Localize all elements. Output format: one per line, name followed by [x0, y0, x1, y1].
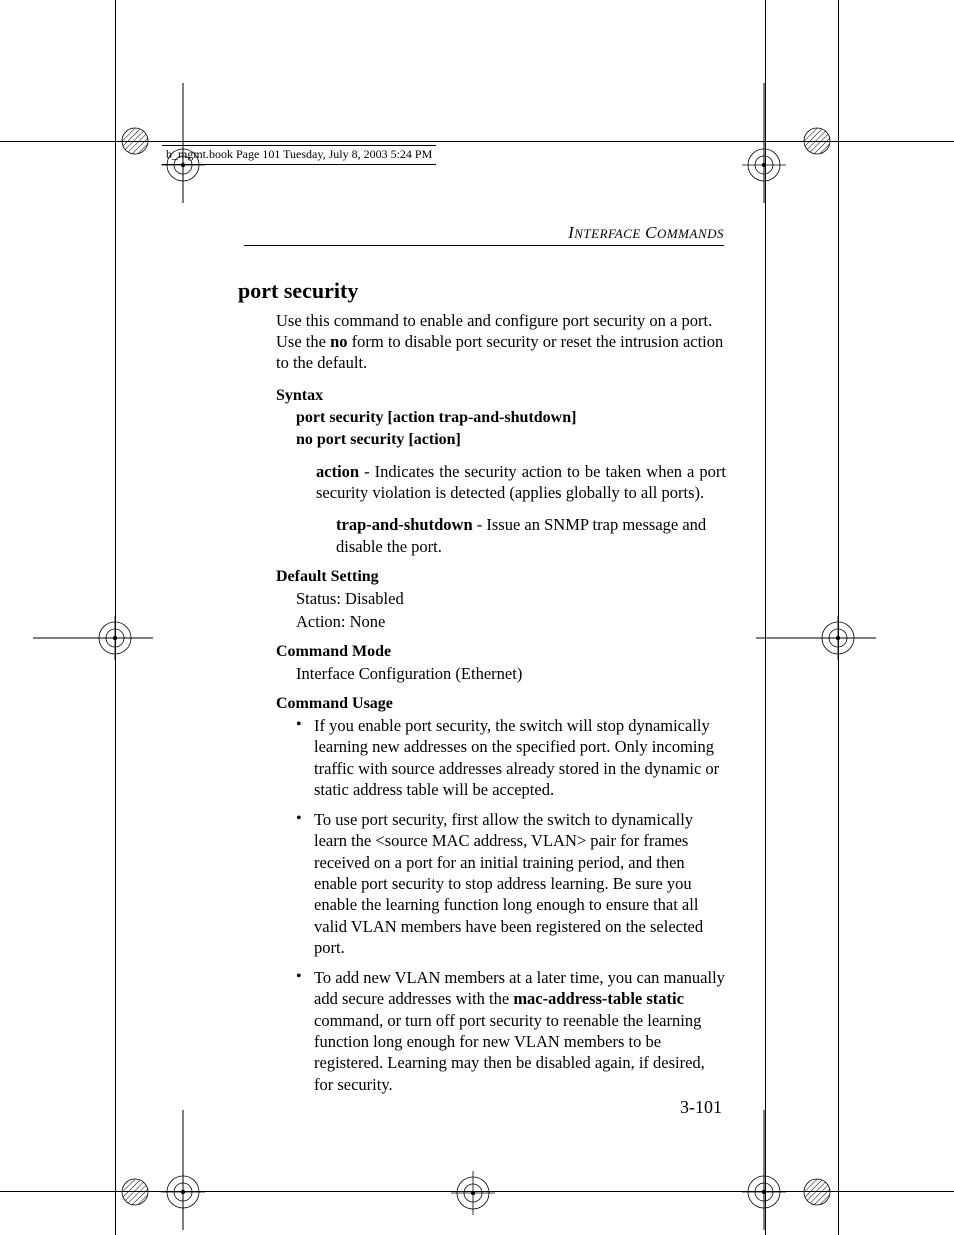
- page: b_mgmt.book Page 101 Tuesday, July 8, 20…: [0, 0, 954, 1235]
- command-usage-heading: Command Usage: [276, 695, 726, 713]
- param-action: action - Indicates the security action t…: [316, 461, 726, 505]
- usage-list: If you enable port security, the switch …: [296, 715, 726, 1095]
- command-title: port security: [238, 278, 726, 304]
- page-number: 3-101: [680, 1097, 722, 1118]
- usage-item: To add new VLAN members at a later time,…: [296, 967, 726, 1096]
- syntax-block: port security [action trap-and-shutdown]…: [296, 407, 726, 450]
- running-head: INTERFACE COMMANDS: [244, 223, 724, 243]
- corner-ornament-icon: [120, 1177, 150, 1207]
- registration-mark-icon: [742, 143, 786, 187]
- param-trap-and-shutdown: trap-and-shutdown - Issue an SNMP trap m…: [336, 514, 726, 558]
- command-mode-heading: Command Mode: [276, 643, 726, 661]
- registration-mark-icon: [161, 1170, 205, 1214]
- usage-item: If you enable port security, the switch …: [296, 715, 726, 801]
- print-slug: b_mgmt.book Page 101 Tuesday, July 8, 20…: [162, 145, 436, 165]
- registration-mark-icon: [742, 1170, 786, 1214]
- syntax-heading: Syntax: [276, 387, 726, 405]
- registration-mark-icon: [451, 1171, 495, 1215]
- intro-paragraph: Use this command to enable and configure…: [276, 310, 726, 373]
- syntax-line-1: port security [action trap-and-shutdown]: [296, 407, 726, 429]
- corner-ornament-icon: [802, 126, 832, 156]
- syntax-line-2: no port security [action]: [296, 429, 726, 451]
- usage-item: To use port security, first allow the sw…: [296, 809, 726, 959]
- default-action: Action: None: [296, 611, 726, 633]
- command-mode-value: Interface Configuration (Ethernet): [296, 663, 726, 685]
- content-block: port security Use this command to enable…: [238, 278, 726, 1103]
- registration-mark-icon: [93, 616, 137, 660]
- default-status: Status: Disabled: [296, 588, 726, 610]
- slug-text: b_mgmt.book Page 101 Tuesday, July 8, 20…: [166, 147, 432, 161]
- default-setting-heading: Default Setting: [276, 568, 726, 586]
- registration-mark-icon: [816, 616, 860, 660]
- corner-ornament-icon: [120, 126, 150, 156]
- corner-ornament-icon: [802, 1177, 832, 1207]
